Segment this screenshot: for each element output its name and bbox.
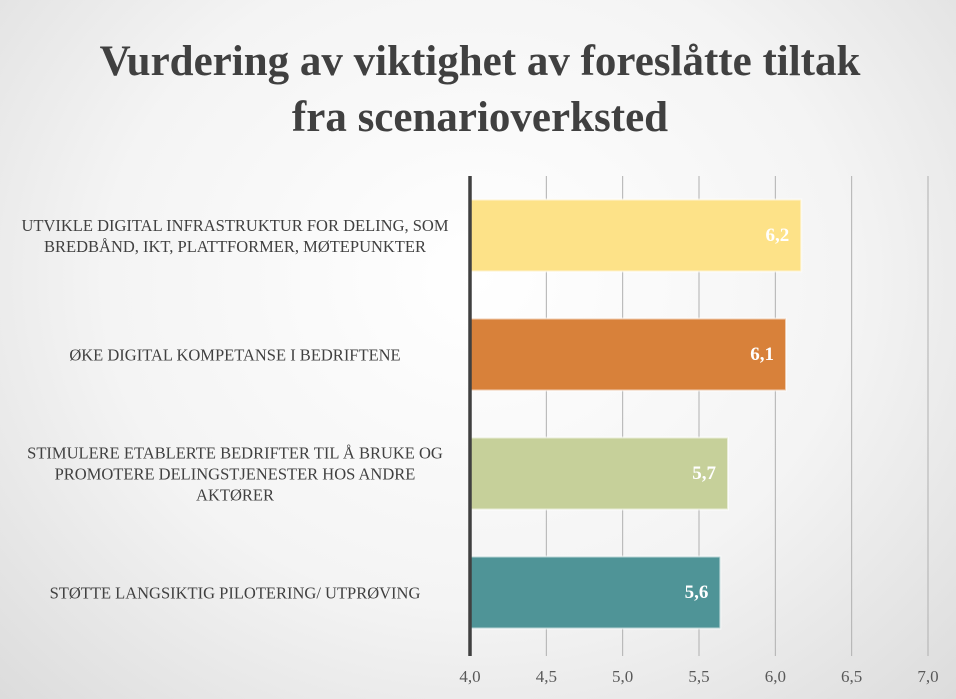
x-tick-label: 5,5	[688, 667, 709, 686]
x-tick-label: 6,0	[765, 667, 786, 686]
x-tick-label: 4,5	[536, 667, 557, 686]
y-tick-label: ØKE DIGITAL KOMPETANSE I BEDRIFTENE	[69, 345, 401, 364]
x-tick-label: 7,0	[917, 667, 938, 686]
bar	[469, 436, 730, 511]
bar-value-label: 6,1	[750, 344, 774, 365]
chart-title: Vurdering av viktighet av foreslåtte til…	[99, 38, 861, 141]
x-tick-label: 4,0	[459, 667, 480, 686]
bar-value-label: 6,2	[766, 225, 790, 246]
x-tick-label: 6,5	[841, 667, 862, 686]
y-tick-label: UTVIKLE DIGITAL INFRASTRUKTUR FOR DELING…	[21, 215, 449, 256]
y-tick-label: STØTTE LANGSIKTIG PILOTERING/ UTPRØVING	[49, 583, 421, 602]
bar-value-label: 5,6	[685, 582, 709, 603]
bar	[469, 317, 788, 392]
bar-value-label: 5,7	[692, 463, 716, 484]
bar	[469, 555, 722, 630]
bar	[469, 198, 803, 273]
x-tick-label: 5,0	[612, 667, 633, 686]
y-tick-label: STIMULERE ETABLERTE BEDRIFTER TIL Å BRUK…	[27, 443, 443, 504]
